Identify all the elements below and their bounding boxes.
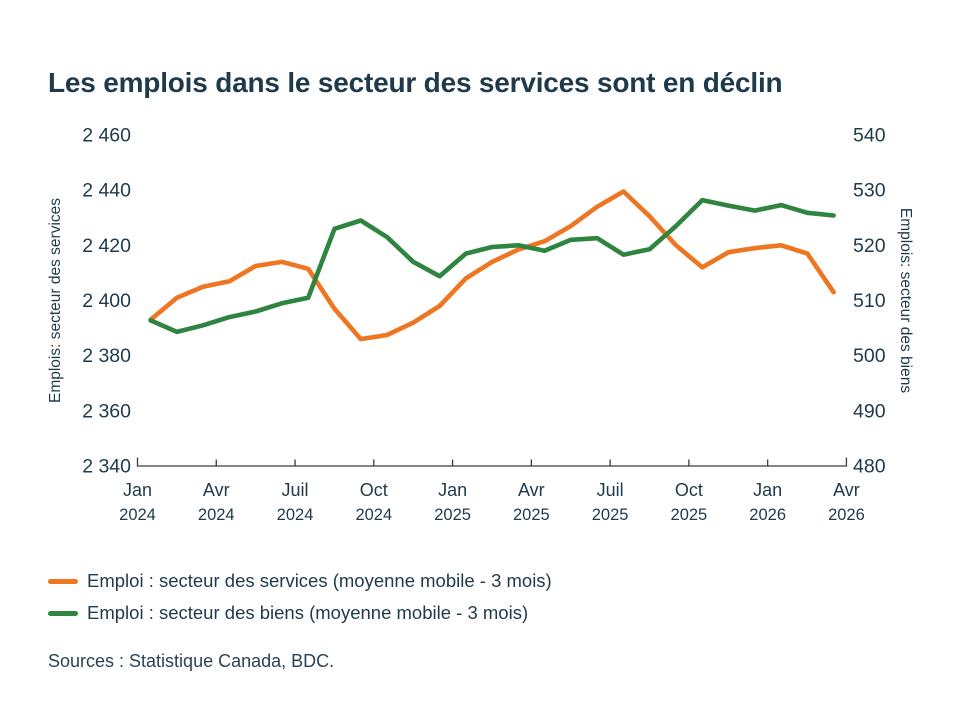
- right-axis-tick-label-1: 530: [853, 180, 886, 202]
- line-chart: 2 460 2 440 2 420 2 400 2 380 2 360 2 340 540 53…: [47, 125, 914, 525]
- x-tick-month-3: Oct: [360, 480, 388, 500]
- legend-label-services: Emploi : secteur des services (moyenne m…: [87, 570, 552, 591]
- x-tick-year-6: 2025: [592, 506, 629, 524]
- left-axis-tick-label-3: 2 400: [82, 290, 131, 312]
- right-axis-title: Emplois: secteur des biens: [897, 208, 914, 393]
- left-axis-tick-label-4: 2 380: [82, 345, 131, 367]
- left-axis-tick-label-6: 2 340: [82, 456, 131, 478]
- services-line: [148, 189, 836, 342]
- x-tick-month-2: Juil: [282, 480, 309, 500]
- x-tick-month-1: Avr: [203, 480, 230, 500]
- sources-note: Sources : Statistique Canada, BDC.: [48, 651, 335, 671]
- x-tick-year-3: 2024: [355, 506, 392, 524]
- x-tick-month-8: Jan: [753, 480, 782, 500]
- right-axis-tick-label-6: 480: [853, 456, 886, 478]
- x-tick-month-0: Jan: [123, 480, 152, 500]
- x-tick-month-4: Jan: [438, 480, 467, 500]
- right-axis-tick-label-3: 510: [853, 290, 886, 312]
- x-tick-month-6: Juil: [597, 480, 624, 500]
- x-tick-year-5: 2025: [513, 506, 550, 524]
- x-tick-year-9: 2026: [828, 506, 865, 524]
- x-tick-month-7: Oct: [675, 480, 703, 500]
- services-line-swatch-icon: [48, 578, 78, 584]
- legend-item-biens: Emploi : secteur des biens (moyenne mobi…: [48, 597, 808, 629]
- right-axis-tick-label-0: 540: [853, 125, 886, 147]
- x-tick-year-2: 2024: [277, 506, 314, 524]
- x-tick-month-9: Avr: [833, 480, 860, 500]
- x-tick-year-1: 2024: [198, 506, 235, 524]
- right-axis-tick-label-4: 500: [853, 345, 886, 367]
- legend-label-biens: Emploi : secteur des biens (moyenne mobi…: [87, 602, 529, 623]
- right-axis-tick-label-5: 490: [853, 400, 886, 422]
- x-tick-year-4: 2025: [434, 506, 471, 524]
- biens-line: [148, 197, 836, 335]
- x-axis-line: [136, 457, 848, 467]
- x-tick-year-7: 2025: [671, 506, 708, 524]
- x-tick-month-5: Avr: [518, 480, 545, 500]
- left-axis-title: Emplois: secteur des services: [47, 198, 64, 403]
- chart-title: Les emplois dans le secteur des services…: [48, 66, 783, 98]
- left-axis-tick-label-2: 2 420: [82, 235, 131, 257]
- x-tick-year-8: 2026: [749, 506, 786, 524]
- left-axis-tick-label-5: 2 360: [82, 400, 131, 422]
- left-axis-tick-label-1: 2 440: [82, 180, 131, 202]
- right-axis-tick-label-2: 520: [853, 235, 886, 257]
- x-tick-year-0: 2024: [119, 506, 156, 524]
- left-axis-tick-label-0: 2 460: [82, 125, 131, 147]
- chart-legend: Emploi : secteur des services (moyenne m…: [48, 565, 808, 629]
- legend-item-services: Emploi : secteur des services (moyenne m…: [48, 565, 808, 597]
- biens-line-swatch-icon: [48, 610, 78, 616]
